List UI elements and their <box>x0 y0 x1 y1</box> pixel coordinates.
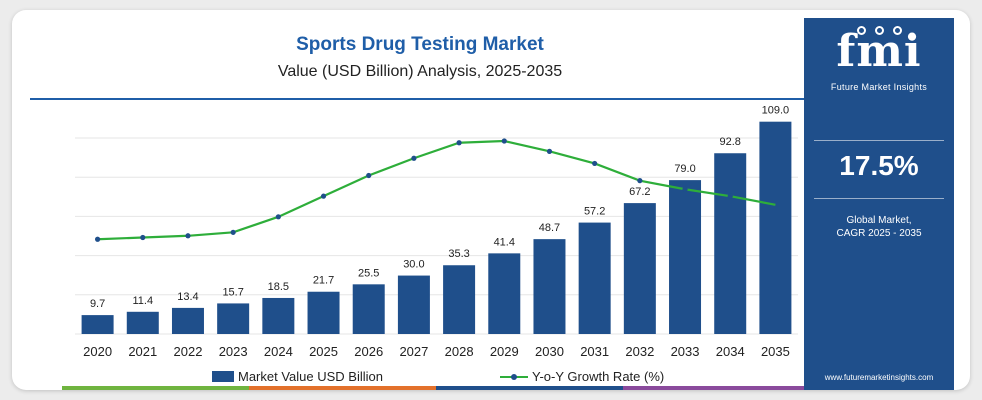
chart-plot: 9.7 2020 11.4 2021 13.4 2022 15.7 2023 18.5 2024 2… <box>75 105 798 359</box>
bar-value-label-2020: 9.7 <box>90 298 105 310</box>
growth-point-2028 <box>456 140 462 146</box>
growth-point-2029 <box>501 138 507 144</box>
legend-bar-swatch <box>212 371 234 382</box>
x-tick-2023: 2023 <box>219 344 248 359</box>
growth-point-2026 <box>366 172 372 179</box>
x-tick-2034: 2034 <box>716 344 745 359</box>
website-link[interactable]: www.futuremarketinsights.com <box>824 373 934 382</box>
cagr-value: 17.5% <box>839 150 919 181</box>
x-tick-2022: 2022 <box>174 344 203 359</box>
growth-point-2034 <box>727 193 733 199</box>
strip-blue <box>436 386 623 390</box>
bar-2031 <box>578 222 611 334</box>
cagr-label: Global Market, CAGR 2025 - 2035 <box>804 214 954 240</box>
growth-point-2025 <box>320 193 327 199</box>
bar-value-label-2032: 67.2 <box>629 186 650 198</box>
bar-2035 <box>759 121 792 335</box>
bar-value-label-2028: 35.3 <box>448 248 469 260</box>
logo-dots-icon <box>851 26 911 38</box>
x-tick-2035: 2035 <box>761 344 790 359</box>
strip-purple <box>623 386 810 390</box>
sidebar-divider-bottom <box>814 198 944 199</box>
bar-value-label-2029: 41.4 <box>494 236 515 248</box>
chart-area: Sports Drug Testing Market Value (USD Bi… <box>30 22 810 390</box>
color-strip <box>62 386 810 390</box>
bar-value-label-2035: 109.0 <box>762 105 790 117</box>
strip-orange <box>249 386 436 390</box>
bar-2032 <box>623 203 656 334</box>
bar-value-label-2033: 79.0 <box>674 163 695 175</box>
growth-line <box>97 139 776 241</box>
cagr-label-line2: CAGR 2025 - 2035 <box>836 228 922 239</box>
growth-point-2023 <box>230 229 236 235</box>
growth-point-2021 <box>140 234 146 241</box>
bar-2034 <box>714 153 747 334</box>
bar-2029 <box>488 253 521 334</box>
x-tick-2033: 2033 <box>671 344 700 359</box>
x-tick-2032: 2032 <box>625 344 654 359</box>
growth-point-2020 <box>94 236 101 242</box>
chart-subtitle: Value (USD Billion) Analysis, 2025-2035 <box>277 63 563 80</box>
x-tick-2026: 2026 <box>354 344 383 359</box>
bar-2025 <box>307 291 340 334</box>
growth-point-2024 <box>275 214 281 220</box>
growth-point-2027 <box>411 155 417 161</box>
growth-point-2030 <box>546 148 553 154</box>
x-tick-2027: 2027 <box>399 344 428 359</box>
bar-value-label-2027: 30.0 <box>403 259 424 271</box>
sidebar-panel: fmi Future Market Insights 17.5% Global … <box>804 18 954 390</box>
legend-line-swatch <box>500 373 528 380</box>
bar-2024 <box>262 297 295 334</box>
strip-green <box>62 386 249 390</box>
bar-value-label-2030: 48.7 <box>539 222 560 234</box>
bar-2021 <box>126 311 159 334</box>
bar-2033 <box>669 180 702 334</box>
x-tick-2021: 2021 <box>128 344 157 359</box>
x-tick-2029: 2029 <box>490 344 519 359</box>
logo-tagline: Future Market Insights <box>830 82 928 92</box>
header-divider <box>30 98 810 100</box>
x-tick-2031: 2031 <box>580 344 609 359</box>
bar-2027 <box>397 275 430 334</box>
bar-2028 <box>443 265 476 334</box>
bar-value-label-2025: 21.7 <box>313 275 334 287</box>
bar-value-label-2034: 92.8 <box>720 136 741 148</box>
bar-2022 <box>171 307 204 334</box>
bar-2026 <box>352 284 385 334</box>
growth-point-2031 <box>592 160 598 167</box>
bar-2023 <box>217 303 250 334</box>
bar-value-label-2024: 18.5 <box>268 281 289 293</box>
sidebar-divider-top <box>814 140 944 141</box>
bar-value-label-2026: 25.5 <box>358 267 379 279</box>
chart-title: Sports Drug Testing Market <box>296 34 544 55</box>
legend-line-label: Y-o-Y Growth Rate (%) <box>532 369 665 384</box>
cagr-label-line1: Global Market, <box>846 215 912 226</box>
growth-point-2032 <box>637 178 643 184</box>
bar-value-label-2022: 13.4 <box>177 291 198 303</box>
bar-value-label-2023: 15.7 <box>222 286 243 298</box>
chart-card: Sports Drug Testing Market Value (USD Bi… <box>12 10 970 390</box>
bar-2030 <box>533 239 566 334</box>
legend-bar-label: Market Value USD Billion <box>238 369 383 384</box>
x-tick-2024: 2024 <box>264 344 293 359</box>
bar-value-label-2031: 57.2 <box>584 206 605 218</box>
growth-point-2033 <box>682 186 688 192</box>
x-tick-2025: 2025 <box>309 344 338 359</box>
x-tick-2028: 2028 <box>445 344 474 359</box>
x-tick-2020: 2020 <box>83 344 112 359</box>
x-tick-2030: 2030 <box>535 344 564 359</box>
fmi-logo: fmi <box>836 26 922 77</box>
legend-line: Y-o-Y Growth Rate (%) <box>500 369 664 384</box>
bar-value-label-2021: 11.4 <box>132 295 153 307</box>
legend-bar: Market Value USD Billion <box>212 369 383 384</box>
bar-2020 <box>81 315 114 334</box>
growth-point-2022 <box>185 233 191 239</box>
